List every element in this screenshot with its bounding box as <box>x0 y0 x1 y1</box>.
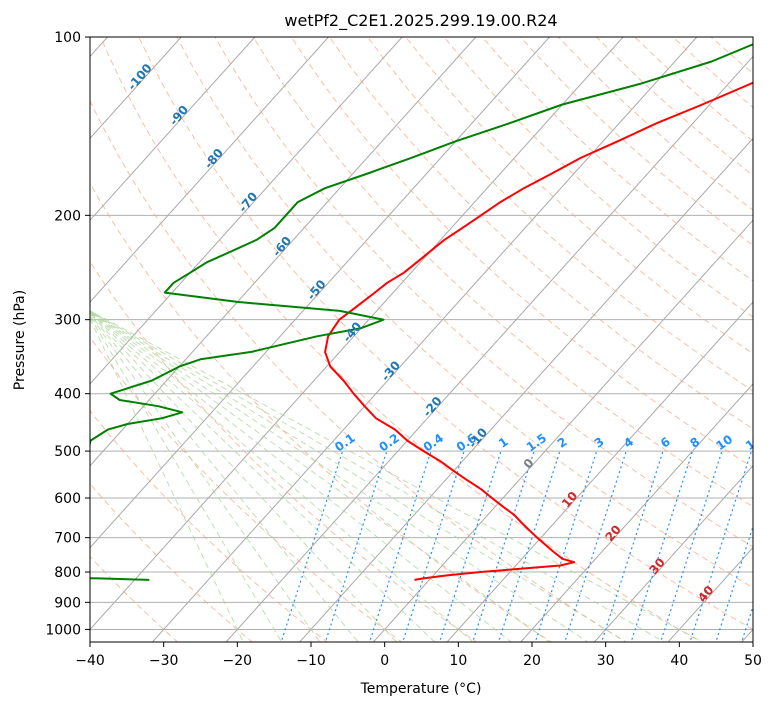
y-tick-label: 100 <box>54 30 81 46</box>
isotherm-line <box>299 137 753 642</box>
y-tick-label: 500 <box>54 444 81 460</box>
dry-adiabat-line <box>138 37 753 630</box>
dry-adiabat-line <box>366 37 753 392</box>
y-tick-label: 600 <box>54 491 81 507</box>
x-tick-label: 20 <box>523 653 541 669</box>
mixing-ratio-line <box>438 450 502 642</box>
isotherm-line <box>151 37 698 642</box>
y-tick-label: 700 <box>54 531 81 547</box>
y-tick-label: 800 <box>54 565 81 581</box>
isotherm-line <box>90 37 256 221</box>
isotherm-line <box>520 383 753 642</box>
y-axis-label: Pressure (hPa) <box>12 290 28 390</box>
moist-adiabat-line <box>90 311 513 642</box>
x-tick-label: 50 <box>744 653 762 669</box>
moist-adiabat-line <box>90 310 704 642</box>
mixing-ratio-line <box>564 450 627 642</box>
x-tick-label: −30 <box>149 653 179 669</box>
y-tick-label: 300 <box>54 313 81 329</box>
mixing-ratio-line <box>630 450 694 642</box>
dry-adiabat-line <box>90 99 627 642</box>
moist-adiabat-line <box>90 312 398 642</box>
mixing-ratio-line <box>534 450 598 642</box>
moist-adiabat-line <box>90 317 244 642</box>
dry-adiabat-line <box>90 260 478 642</box>
y-tick-label: 400 <box>54 387 81 403</box>
x-tick-label: −40 <box>75 653 105 669</box>
chart-title: wetPf2_C2E1.2025.299.19.00.R24 <box>284 11 557 31</box>
x-axis-label: Temperature (°C) <box>360 681 482 697</box>
mixing-ratio-line <box>600 450 664 642</box>
isotherm-line <box>90 37 624 631</box>
dry-adiabat-line <box>405 37 753 355</box>
dry-adiabat-line <box>328 37 753 430</box>
isotherm-line <box>372 219 753 642</box>
series-layer <box>90 43 753 581</box>
y-tick-label: 200 <box>54 208 81 224</box>
moist-adiabat-line <box>90 312 436 642</box>
x-tick-label: 10 <box>449 653 467 669</box>
sounding-profile-line <box>324 81 753 581</box>
isotherm-line <box>593 464 753 642</box>
mixing-ratio-line <box>659 450 723 642</box>
y-tick-label: 1000 <box>45 622 81 638</box>
isotherm-line <box>90 37 403 385</box>
isotherm-line <box>90 37 477 467</box>
moist-adiabat-line <box>90 313 359 642</box>
plot-frame <box>89 36 754 643</box>
moist-adiabat-line <box>90 310 666 642</box>
dry-adiabat-line <box>90 483 253 642</box>
moist-adiabat-line <box>90 311 474 642</box>
background-lines <box>90 37 753 642</box>
isotherm-line <box>90 37 330 303</box>
dry-adiabat-line <box>90 555 179 642</box>
dry-adiabat-line <box>99 37 702 642</box>
mixing-ratio-line <box>324 450 388 642</box>
x-tick-label: −10 <box>296 653 326 669</box>
isotherm-line <box>90 37 182 140</box>
x-tick-label: −20 <box>223 653 253 669</box>
axis-ticks: −40 −30 −20 −10 0 10 20 30 40 50 100 200 300 400 500 60… <box>45 30 762 669</box>
dry-adiabat-line <box>214 37 753 548</box>
mixing-ratio-line <box>715 524 753 642</box>
mixing-ratio-line <box>402 450 465 642</box>
x-tick-label: 30 <box>597 653 615 669</box>
isotherm-line <box>446 301 753 642</box>
x-tick-label: 0 <box>380 653 389 669</box>
dry-adiabat-line <box>90 336 403 642</box>
mixing-ratio-label: 13 <box>743 432 765 453</box>
mixing-ratio-line <box>472 450 535 642</box>
mixing-ratio-line <box>740 604 753 642</box>
dry-adiabat-line <box>90 182 552 642</box>
sounding-profile-line <box>90 43 753 581</box>
moist-adiabat-line <box>90 310 627 642</box>
mixing-ratio-line <box>689 450 752 642</box>
moist-adiabat-line <box>90 310 589 642</box>
mixing-ratio-line <box>497 450 561 642</box>
mixing-ratio-line <box>280 450 344 642</box>
mixing-ratio-line <box>368 450 432 642</box>
isotherm-line <box>90 37 551 549</box>
plot-area: 0.10.20.40.611.52346810131620253036-100-… <box>90 37 765 642</box>
dry-adiabat-line <box>176 37 753 589</box>
x-tick-label: 40 <box>670 653 688 669</box>
y-tick-label: 900 <box>54 595 81 611</box>
